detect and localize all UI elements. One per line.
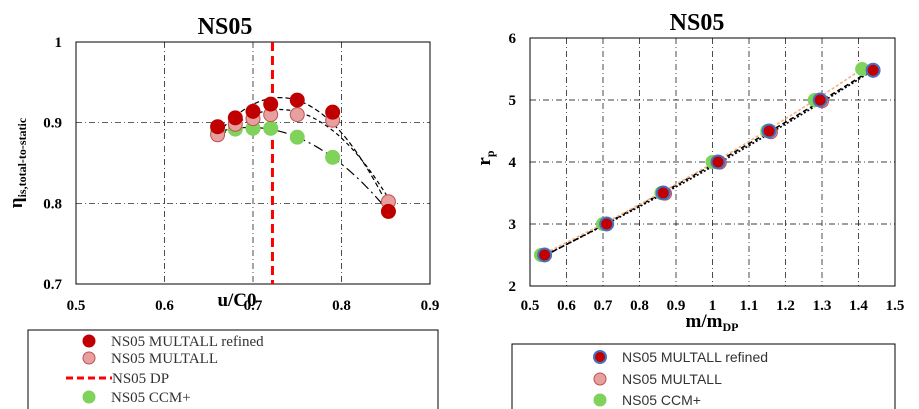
chart1-title: NS05 — [198, 14, 253, 40]
legend-marker-refined — [593, 350, 607, 364]
x-tick-label: 0.8 — [630, 298, 649, 314]
data-point — [210, 119, 226, 135]
data-point — [325, 149, 341, 165]
x-tick-label: 0.9 — [421, 298, 440, 314]
chart1-x-label: u/C0 — [217, 290, 256, 311]
legend-label-multall: NS05 MULTALL — [622, 371, 722, 387]
pressure-ratio-chart: NS05 2 3 4 5 6 0.5 0.6 0.7 0.8 0.9 1 1.1 1.2 1.3 1.4 1… — [474, 10, 904, 334]
y-tick-label: 3 — [509, 217, 517, 233]
data-point — [227, 110, 243, 126]
data-point — [289, 107, 305, 123]
x-tick-label: 0.9 — [667, 298, 686, 314]
efficiency-chart: NS05 0.7 0.8 0.9 1 0.5 0.6 0.7 0.8 0.9 u/C0 ηis… — [6, 14, 439, 314]
data-point — [865, 62, 881, 78]
legend-label-refined: NS05 MULTALL refined — [111, 334, 264, 350]
chart2-legend-box — [511, 343, 896, 409]
y-tick-label: 1 — [55, 35, 63, 51]
data-point — [289, 92, 305, 108]
x-tick-label: 1 — [709, 298, 717, 314]
data-point — [599, 216, 615, 232]
legend-label-dp: NS05 DP — [112, 371, 169, 387]
y-tick-label: 5 — [509, 93, 517, 109]
y-tick-label: 4 — [509, 155, 517, 171]
series-multall-refined — [210, 92, 396, 219]
x-tick-label: 1.2 — [776, 298, 795, 314]
x-tick-label: 0.5 — [521, 298, 540, 314]
chart2-title: NS05 — [670, 10, 725, 36]
data-point — [655, 185, 671, 201]
chart1-grid — [76, 42, 430, 284]
x-tick-label: 0.8 — [332, 298, 351, 314]
data-point — [325, 104, 341, 120]
legend-label-ccm: NS05 CCM+ — [111, 390, 191, 406]
x-tick-label: 0.6 — [557, 298, 576, 314]
chart1-legend-box — [27, 329, 439, 409]
chart1-y-ticks: 0.7 0.8 0.9 1 — [43, 35, 62, 293]
chart2-x-label: m/mDP — [686, 311, 739, 334]
chart1-legend: NS05 MULTALL refined NS05 MULTALL NS05 D… — [27, 329, 439, 409]
legend-marker-refined — [82, 334, 96, 348]
x-tick-label: 0.6 — [155, 298, 174, 314]
x-tick-label: 0.5 — [67, 298, 86, 314]
data-point — [761, 123, 777, 139]
x-tick-label: 0.7 — [594, 298, 613, 314]
data-point — [263, 120, 279, 136]
data-point — [710, 154, 726, 170]
y-tick-label: 6 — [509, 31, 517, 47]
chart2-legend: NS05 MULTALL refined NS05 MULTALL NS05 C… — [511, 343, 896, 409]
chart1-y-label: ηis,total-to-static — [6, 117, 29, 208]
y-tick-label: 0.8 — [43, 196, 62, 212]
series-multall-refined — [537, 62, 881, 263]
chart2-y-label: rp — [474, 150, 497, 165]
chart2-plot-frame — [529, 37, 896, 287]
x-tick-label: 1.4 — [849, 298, 868, 314]
x-tick-label: 1.5 — [886, 298, 905, 314]
chart1-plot-frame — [75, 41, 431, 285]
trendline — [540, 68, 863, 256]
x-tick-label: 1.1 — [740, 298, 759, 314]
legend-label-ccm: NS05 CCM+ — [622, 392, 701, 408]
legend-label-multall: NS05 MULTALL — [111, 351, 218, 367]
legend-label-refined: NS05 MULTALL refined — [622, 349, 768, 365]
data-point — [263, 96, 279, 112]
chart1-x-ticks: 0.5 0.6 0.7 0.8 0.9 — [67, 298, 440, 314]
y-tick-label: 2 — [509, 279, 517, 295]
data-point — [380, 203, 396, 219]
legend-marker-ccm — [593, 393, 607, 407]
y-tick-label: 0.7 — [43, 277, 62, 293]
x-tick-label: 0.7 — [244, 298, 263, 314]
legend-marker-multall — [82, 351, 96, 365]
data-point — [812, 92, 828, 108]
data-point — [245, 103, 261, 119]
y-tick-label: 0.9 — [43, 116, 62, 132]
chart2-y-ticks: 2 3 4 5 6 — [509, 31, 517, 295]
chart2-x-ticks: 0.5 0.6 0.7 0.8 0.9 1 1.1 1.2 1.3 1.4 1.5 — [521, 298, 905, 314]
data-point — [289, 129, 305, 145]
legend-marker-multall — [593, 372, 607, 386]
legend-marker-ccm — [82, 390, 96, 404]
x-tick-label: 1.3 — [813, 298, 832, 314]
data-point — [537, 247, 553, 263]
